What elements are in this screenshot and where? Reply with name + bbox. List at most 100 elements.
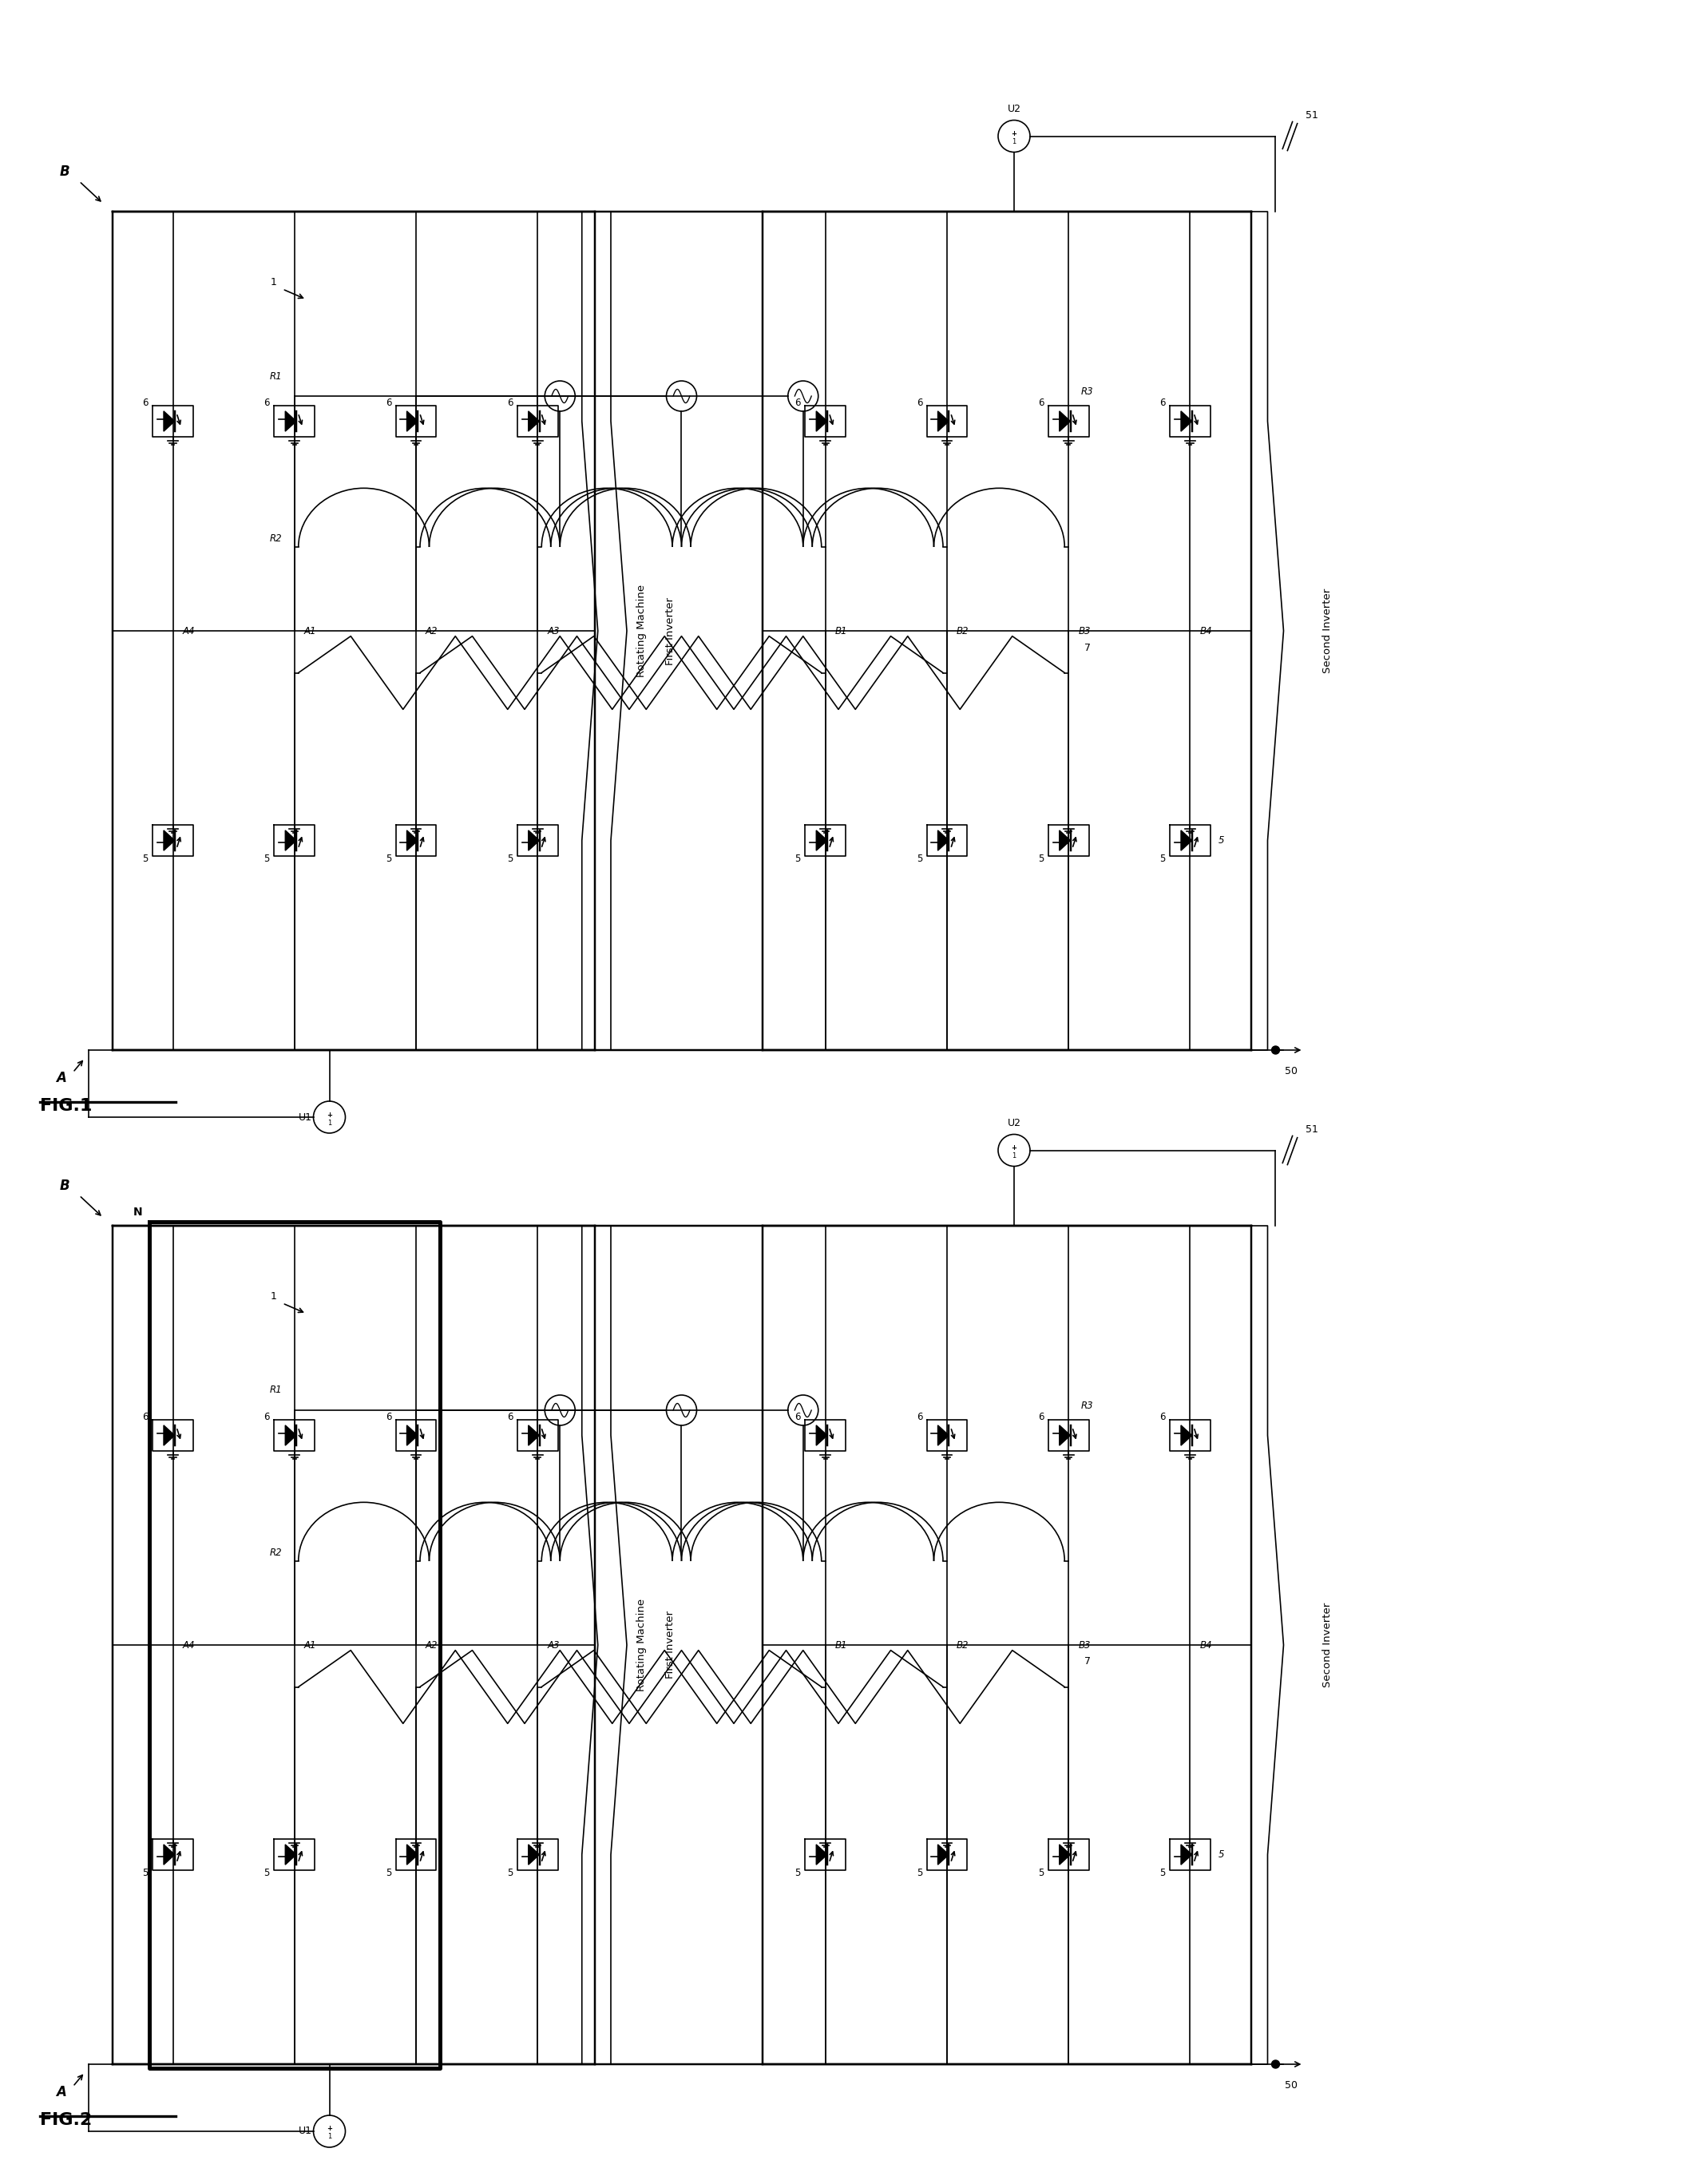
Text: 6: 6: [263, 397, 270, 408]
Text: 6: 6: [142, 397, 149, 408]
Text: Rotating Machine: Rotating Machine: [636, 1599, 647, 1690]
Text: +: +: [326, 2125, 333, 2132]
Text: +: +: [1011, 1144, 1016, 1151]
Polygon shape: [939, 1845, 949, 1865]
Text: B: B: [59, 1179, 69, 1192]
Text: 51: 51: [1307, 1125, 1318, 1133]
Text: 5: 5: [795, 1867, 800, 1878]
Text: 5: 5: [795, 854, 800, 865]
Text: 1: 1: [270, 277, 277, 288]
Text: First Inverter: First Inverter: [665, 596, 675, 664]
Polygon shape: [1182, 830, 1192, 850]
Text: A3: A3: [547, 1640, 559, 1651]
Text: A: A: [56, 1070, 66, 1085]
Text: 1: 1: [327, 2134, 331, 2140]
Text: 5: 5: [142, 854, 149, 865]
Polygon shape: [1060, 411, 1070, 430]
Text: 5: 5: [385, 1867, 392, 1878]
Text: 7: 7: [1085, 642, 1090, 653]
Text: 51: 51: [1307, 109, 1318, 120]
Circle shape: [1271, 1046, 1280, 1055]
Text: Second Inverter: Second Inverter: [1322, 587, 1332, 673]
Polygon shape: [817, 1426, 827, 1446]
Polygon shape: [817, 1845, 827, 1865]
Text: N: N: [133, 1206, 142, 1219]
Text: +: +: [326, 1112, 333, 1118]
Text: A1: A1: [304, 625, 316, 636]
Text: 5: 5: [1038, 854, 1043, 865]
Text: 6: 6: [1160, 397, 1166, 408]
Text: B3: B3: [1079, 1640, 1090, 1651]
Text: R1: R1: [270, 371, 282, 382]
Polygon shape: [528, 830, 540, 850]
Text: FIG.1: FIG.1: [41, 1099, 93, 1114]
Text: 6: 6: [263, 1411, 270, 1422]
Polygon shape: [1060, 1426, 1070, 1446]
Text: B3: B3: [1079, 625, 1090, 636]
Text: 6: 6: [1038, 397, 1043, 408]
Text: A4: A4: [182, 1640, 194, 1651]
Polygon shape: [1182, 1845, 1192, 1865]
Text: 6: 6: [142, 1411, 149, 1422]
Text: 5: 5: [1160, 854, 1165, 865]
Text: 5: 5: [506, 854, 513, 865]
Text: 6: 6: [795, 1411, 800, 1422]
Text: B4: B4: [1200, 1640, 1212, 1651]
Text: A2: A2: [425, 625, 437, 636]
Polygon shape: [285, 1426, 297, 1446]
Polygon shape: [528, 411, 540, 430]
Text: 6: 6: [917, 1411, 922, 1422]
Text: R1: R1: [270, 1385, 282, 1396]
Text: B1: B1: [836, 1640, 847, 1651]
Polygon shape: [285, 411, 297, 430]
Text: FIG.2: FIG.2: [41, 2112, 93, 2127]
Text: A4: A4: [182, 625, 194, 636]
Polygon shape: [939, 1426, 949, 1446]
Polygon shape: [285, 830, 297, 850]
Text: 6: 6: [385, 1411, 392, 1422]
Text: 6: 6: [385, 397, 392, 408]
Text: 7: 7: [1085, 1658, 1090, 1666]
Text: Second Inverter: Second Inverter: [1322, 1603, 1332, 1688]
Text: B1: B1: [836, 625, 847, 636]
Text: R2: R2: [270, 533, 282, 544]
Text: 50: 50: [1285, 1066, 1298, 1077]
Polygon shape: [1182, 1426, 1192, 1446]
Text: A: A: [56, 2086, 66, 2099]
Text: U1: U1: [299, 2125, 312, 2136]
Polygon shape: [817, 411, 827, 430]
Text: 5: 5: [1160, 1867, 1165, 1878]
Text: R2: R2: [270, 1548, 282, 1559]
Text: 5: 5: [385, 854, 392, 865]
Polygon shape: [528, 1845, 540, 1865]
Text: A2: A2: [425, 1640, 437, 1651]
Polygon shape: [939, 830, 949, 850]
Text: 5: 5: [263, 1867, 270, 1878]
Polygon shape: [817, 830, 827, 850]
Text: 1: 1: [1013, 138, 1016, 146]
Text: 6: 6: [506, 1411, 513, 1422]
Polygon shape: [407, 830, 419, 850]
Circle shape: [1271, 2060, 1280, 2068]
Text: 5: 5: [1219, 1850, 1224, 1861]
Text: 6: 6: [917, 397, 922, 408]
Polygon shape: [528, 1426, 540, 1446]
Text: 5: 5: [506, 1867, 513, 1878]
Text: U1: U1: [299, 1112, 312, 1123]
Polygon shape: [164, 830, 176, 850]
Text: 6: 6: [1038, 1411, 1043, 1422]
Text: 1: 1: [270, 1291, 277, 1302]
Text: B4: B4: [1200, 625, 1212, 636]
Polygon shape: [1182, 411, 1192, 430]
Polygon shape: [164, 1426, 176, 1446]
Polygon shape: [407, 1426, 419, 1446]
Polygon shape: [1060, 830, 1070, 850]
Text: +: +: [1011, 131, 1016, 138]
Polygon shape: [285, 1845, 297, 1865]
Polygon shape: [939, 411, 949, 430]
Text: 1: 1: [327, 1118, 331, 1127]
Text: A3: A3: [547, 625, 559, 636]
Text: A1: A1: [304, 1640, 316, 1651]
Text: First Inverter: First Inverter: [665, 1612, 675, 1679]
Polygon shape: [164, 411, 176, 430]
